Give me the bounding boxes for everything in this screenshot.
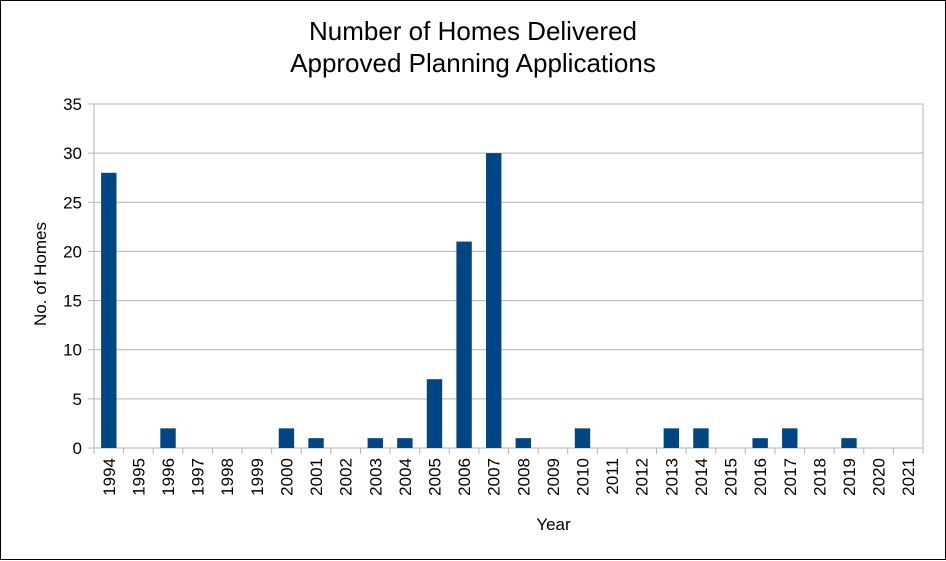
x-tick-label: 2002 [337,458,356,496]
y-tick-label: 35 [63,95,82,114]
bar [456,241,472,448]
x-tick-label: 2005 [425,458,444,496]
x-tick-label: 2004 [396,458,415,496]
y-tick-label: 10 [63,341,82,360]
x-tick-label: 2001 [307,458,326,496]
x-tick-label: 1995 [129,458,148,496]
x-tick-label: 2000 [277,458,296,496]
x-tick-label: 2013 [662,458,681,496]
bar [841,438,857,448]
x-tick-label: 2021 [899,458,918,496]
x-tick-label: 2009 [544,458,563,496]
x-tick-label: 2020 [870,458,889,496]
bar [782,428,798,448]
bar [397,438,413,448]
y-axis-label: No. of Homes [31,222,50,326]
x-tick-label: 1999 [248,458,267,496]
x-tick-label: 2019 [840,458,859,496]
x-tick-label: 2010 [574,458,593,496]
x-tick-label: 2016 [751,458,770,496]
x-tick-label: 2012 [633,458,652,496]
x-tick-label: 1994 [100,458,119,496]
x-tick-label: 1998 [218,458,237,496]
x-tick-label: 2003 [366,458,385,496]
x-axis-label: Year [536,515,571,534]
x-tick-label: 2006 [455,458,474,496]
x-tick-label: 2008 [514,458,533,496]
x-tick-label: 2017 [781,458,800,496]
bar [485,153,502,448]
y-tick-label: 15 [63,292,82,311]
bar [160,428,176,448]
bar [693,428,709,448]
x-tick-label: 2007 [485,458,504,496]
bar [101,172,117,449]
chart-title-line-2: Approved Planning Applications [290,48,656,78]
bar [308,438,324,448]
bar [278,428,295,448]
x-tick-label: 2015 [722,458,741,496]
plot-area [93,103,924,449]
bar [426,379,443,448]
bar [367,438,383,448]
x-tick-label: 2018 [810,458,829,496]
bar [663,428,680,448]
bar [515,438,532,448]
y-tick-label: 20 [63,242,82,261]
y-tick-label: 5 [73,390,82,409]
y-tick-label: 0 [73,439,82,458]
chart-title: Number of Homes Delivered Approved Plann… [1,15,945,79]
y-tick-label: 25 [63,193,82,212]
x-tick-label: 1996 [159,458,178,496]
chart-title-line-1: Number of Homes Delivered [308,16,637,46]
x-tick-label: 1997 [189,458,208,496]
x-tick-label: 2014 [692,458,711,496]
bar [752,438,768,448]
bar [574,428,591,448]
y-tick-label: 30 [63,144,82,163]
x-tick-label: 2011 [603,458,622,495]
